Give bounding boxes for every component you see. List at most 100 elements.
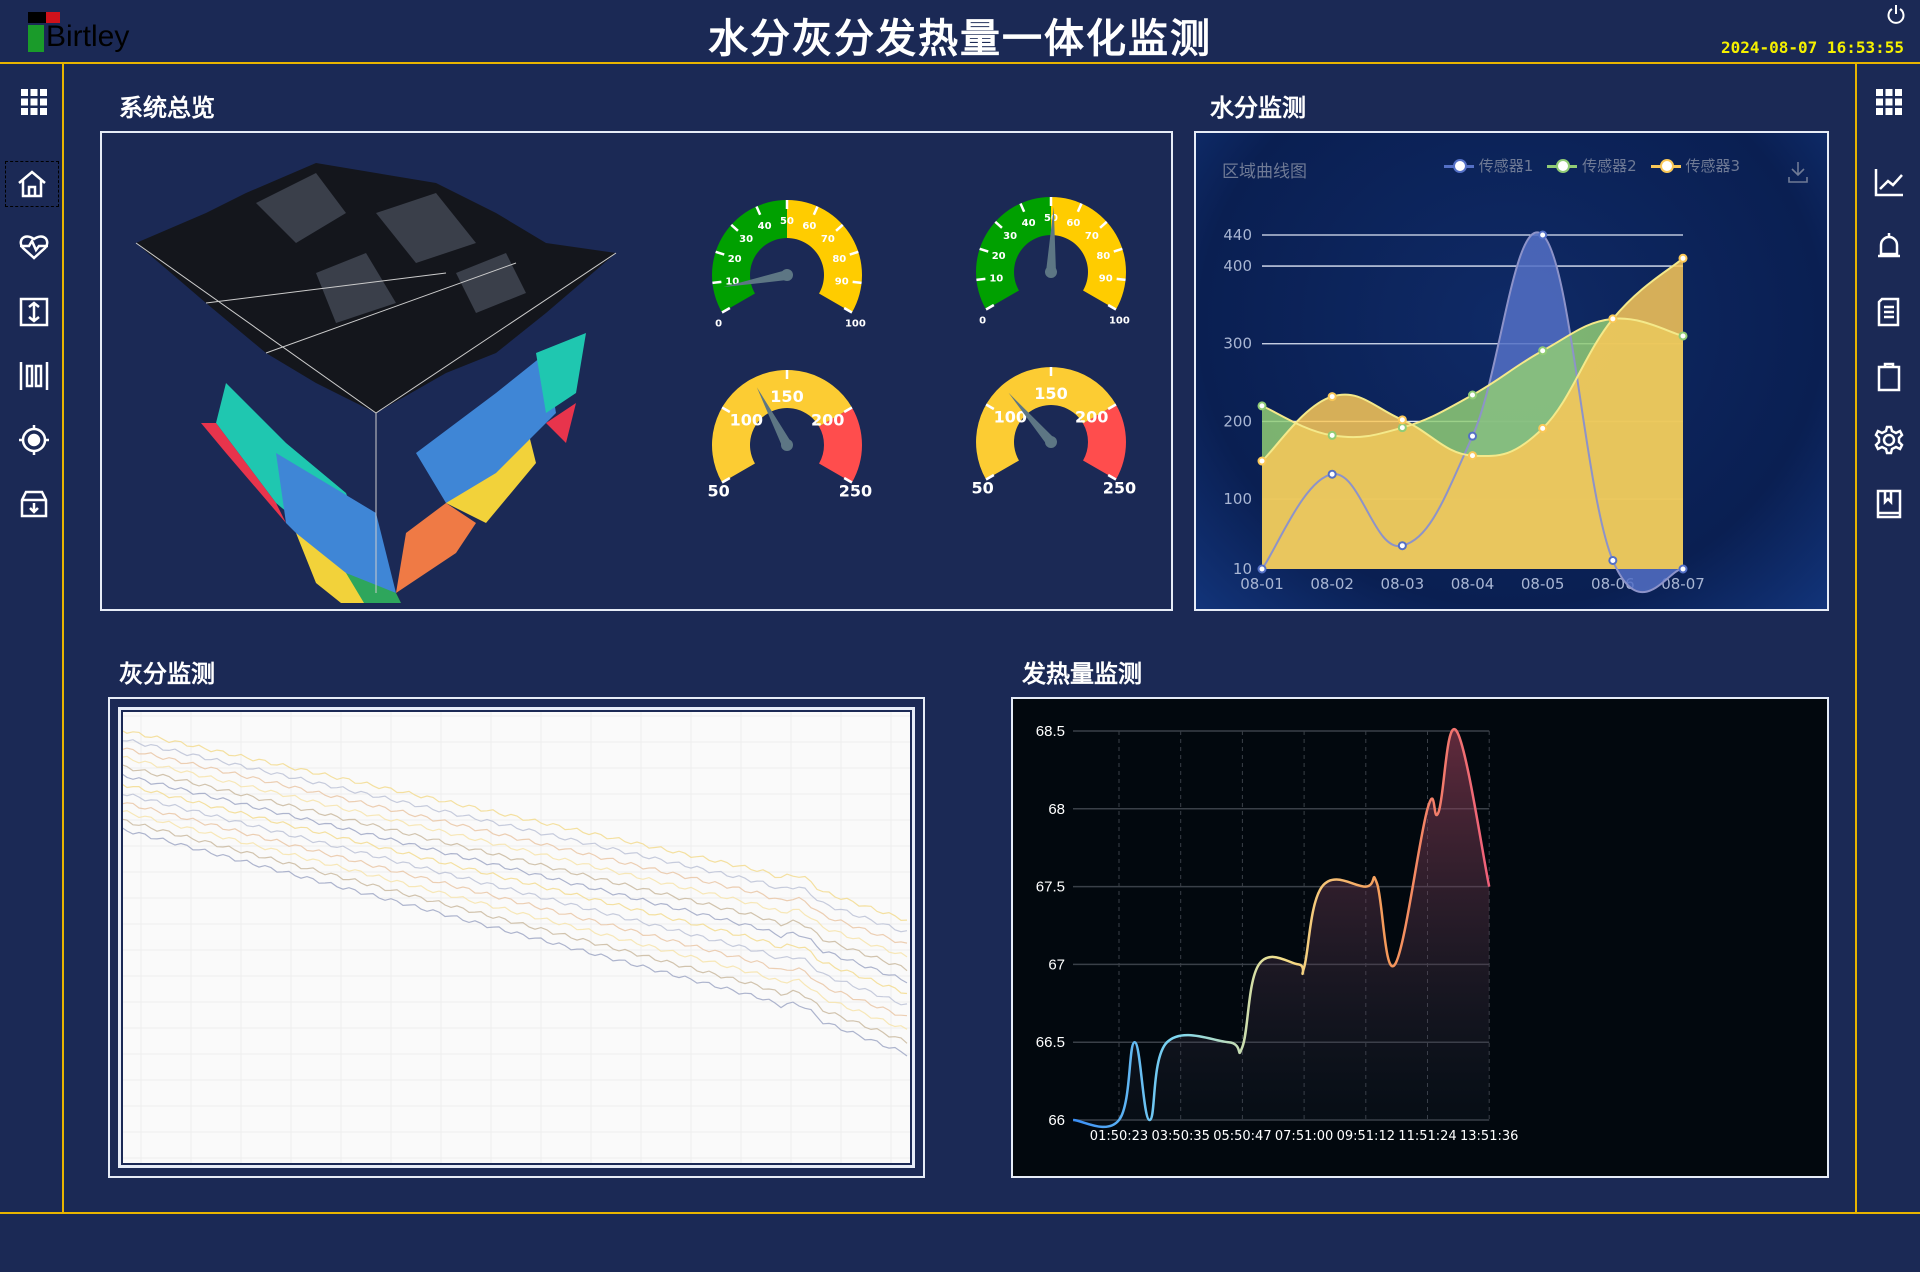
- ash-trend-line: [120, 747, 908, 944]
- ash-trend-line: [120, 729, 908, 922]
- data-point: [1678, 564, 1688, 574]
- y-tick-label: 200: [1223, 412, 1252, 430]
- clipboard-icon[interactable]: [1869, 356, 1909, 396]
- heat-panel: 66 66.5 67 67.5 68 68.5 01:50:23 03:50:35 05:50:…: [1011, 697, 1829, 1178]
- y-tick-label: 68.5: [1036, 723, 1065, 740]
- y-tick-label: 300: [1223, 335, 1252, 353]
- gauge-tick: [843, 476, 853, 484]
- gauge-tick: [715, 250, 725, 256]
- moisture-chart-title: 区域曲线图: [1222, 162, 1307, 182]
- legend-item-sensor2[interactable]: 传感器2: [1547, 155, 1637, 176]
- download-icon[interactable]: [1788, 161, 1808, 187]
- data-point: [1608, 314, 1618, 324]
- gauge-label: 80: [1096, 251, 1110, 262]
- gauge: 50 100 150 200 250: [971, 367, 1136, 498]
- gauge-tick: [994, 220, 1003, 229]
- data-point: [1678, 331, 1688, 341]
- archive-download-icon[interactable]: [14, 484, 54, 524]
- gauge-label: 50: [780, 216, 794, 227]
- legend-item-sensor1[interactable]: 传感器1: [1444, 155, 1533, 176]
- x-tick-label: 01:50:23: [1090, 1129, 1148, 1144]
- gauge-label: 20: [992, 251, 1006, 262]
- gauge-tick: [721, 476, 731, 484]
- x-tick-label: 13:51:36: [1460, 1129, 1518, 1144]
- book-icon[interactable]: [1869, 484, 1909, 524]
- gauge-label: 10: [989, 274, 1003, 285]
- gauge-tick: [979, 247, 989, 253]
- moisture-legend: 传感器1 传感器2 传感器3: [1444, 155, 1740, 176]
- x-tick-label: 08-04: [1451, 575, 1495, 593]
- gauge-label: 100: [994, 408, 1027, 427]
- gauge-label: 80: [832, 254, 846, 265]
- overview-title: 系统总览: [119, 94, 215, 122]
- y-tick-label: 68: [1048, 801, 1065, 818]
- heat-line-chart: 66 66.5 67 67.5 68 68.5 01:50:23 03:50:35 05:50:…: [1036, 723, 1519, 1144]
- y-tick-label: 66.5: [1036, 1034, 1065, 1051]
- y-tick-label: 100: [1223, 490, 1252, 508]
- gauge-label: 90: [835, 277, 849, 288]
- ash-trend-line: [120, 755, 908, 958]
- data-point: [1327, 430, 1337, 440]
- gauge-needle-hub: [1045, 436, 1057, 448]
- ash-title: 灰分监测: [119, 660, 215, 688]
- grid-icon[interactable]: [14, 82, 54, 122]
- x-tick-label: 07:51:00: [1275, 1129, 1333, 1144]
- target-icon[interactable]: [14, 420, 54, 460]
- gauge-tick: [1099, 220, 1108, 229]
- data-point: [1468, 390, 1477, 400]
- data-point: [1678, 253, 1688, 263]
- vertical-arrows-icon[interactable]: [14, 292, 54, 332]
- page-title: 水分灰分发热量一体化监测: [708, 16, 1212, 62]
- x-tick-label: 08-05: [1521, 575, 1565, 593]
- gear-icon[interactable]: [1869, 420, 1909, 460]
- gauge-label: 70: [821, 234, 835, 245]
- gauge-tick: [1076, 202, 1083, 213]
- gauge-tick: [985, 403, 995, 411]
- y-tick-label: 67.5: [1036, 879, 1065, 896]
- bell-icon[interactable]: [1869, 226, 1909, 266]
- ash-trend-line: [120, 802, 908, 1017]
- gauge-label: 150: [1034, 384, 1067, 403]
- columns-icon[interactable]: [14, 356, 54, 396]
- data-point: [1538, 346, 1548, 356]
- gauge-needle: [723, 270, 792, 288]
- gauge-label: 20: [728, 254, 742, 265]
- gauge: 0 10 20 30 40 50 60 70 80 90 100: [976, 197, 1130, 327]
- datetime-display: 2024-08-07 16:53:55: [1720, 38, 1904, 57]
- gauge-label: 10: [725, 277, 739, 288]
- data-point: [1327, 469, 1337, 479]
- gauge-label: 250: [839, 482, 872, 501]
- gauge-label: 0: [979, 316, 986, 327]
- gauge-label: 30: [1003, 231, 1017, 242]
- ash-trend-line: [120, 782, 908, 995]
- ash-trend-chart: [120, 710, 912, 1165]
- gauge-needle-hub: [1045, 266, 1057, 278]
- gauge-label: 200: [811, 411, 844, 430]
- grid-icon[interactable]: [1869, 82, 1909, 122]
- footer-divider: [0, 1212, 1920, 1214]
- header: Birtley 水分灰分发热量一体化监测 2024-08-07 16:53:55: [0, 0, 1920, 64]
- x-tick-label: 09:51:12: [1337, 1129, 1395, 1144]
- gauge-label: 40: [1022, 218, 1036, 229]
- gauge-band: [1083, 404, 1126, 480]
- gauge-tick: [1019, 202, 1026, 213]
- gauge-tick: [812, 205, 819, 216]
- x-tick-label: 05:50:47: [1213, 1129, 1271, 1144]
- gauge-label: 0: [715, 319, 722, 330]
- data-point: [1397, 423, 1407, 433]
- gauge-tick: [721, 406, 731, 414]
- document-icon[interactable]: [1869, 292, 1909, 332]
- y-tick-label: 10: [1233, 560, 1252, 578]
- line-chart-icon[interactable]: [1869, 162, 1909, 202]
- heart-pulse-icon[interactable]: [14, 226, 54, 266]
- gauge-tick: [1116, 277, 1126, 282]
- gauge-tick: [985, 473, 995, 481]
- power-icon[interactable]: [1886, 4, 1906, 32]
- data-point: [1397, 541, 1407, 551]
- legend-item-sensor3[interactable]: 传感器3: [1650, 155, 1740, 176]
- data-point: [1468, 451, 1477, 461]
- home-icon[interactable]: [5, 161, 59, 207]
- data-point: [1397, 415, 1407, 425]
- gauge-label: 50: [707, 482, 729, 501]
- gauge-label: 200: [1075, 408, 1108, 427]
